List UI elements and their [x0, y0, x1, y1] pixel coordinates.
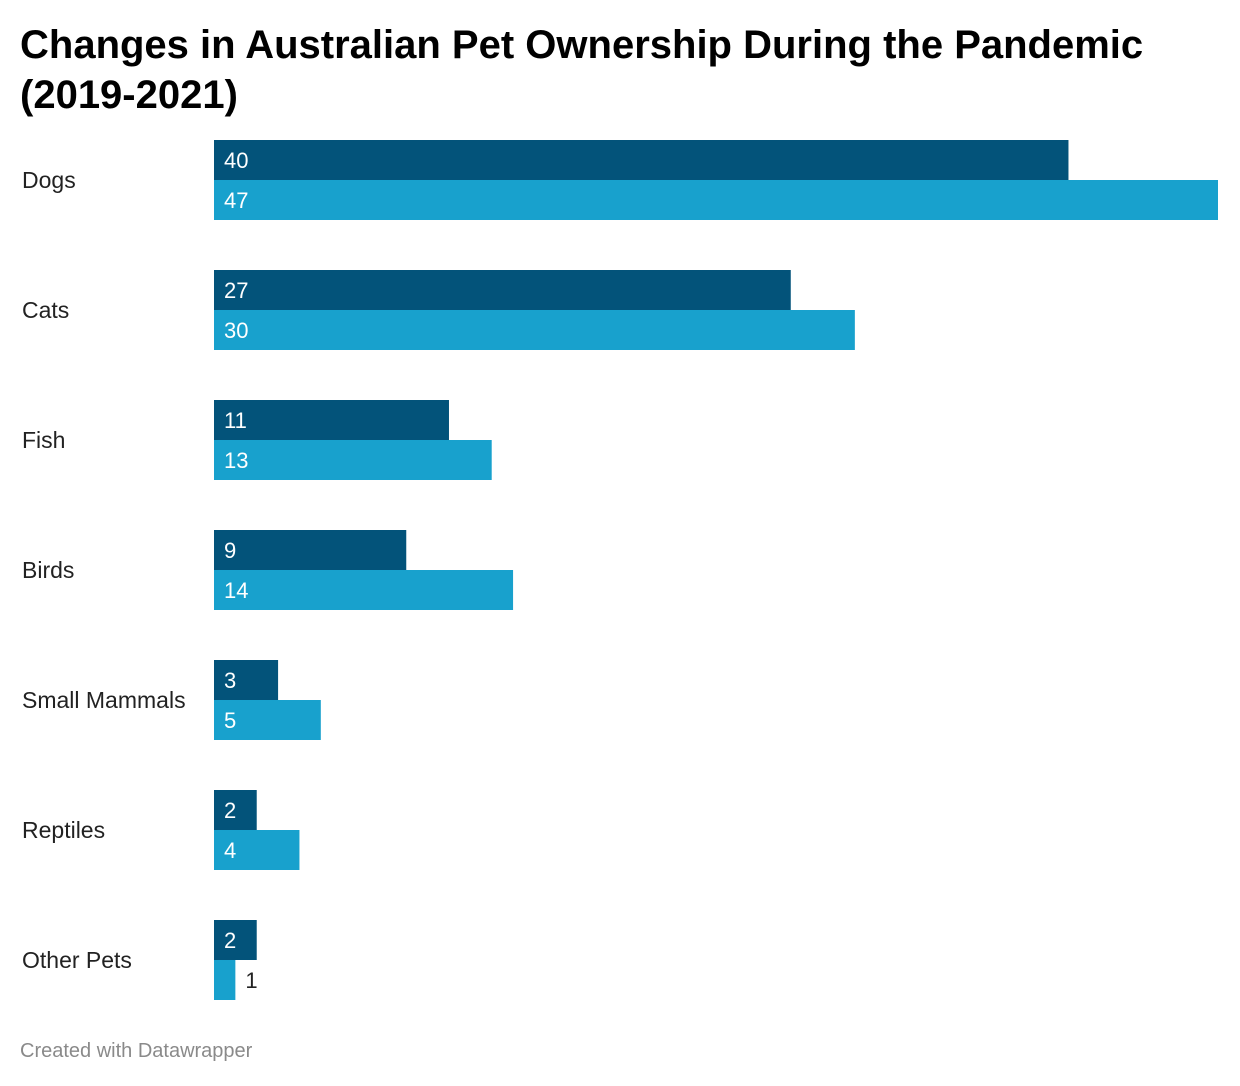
- bar: [214, 440, 492, 480]
- value-label: 13: [224, 448, 248, 473]
- bar: [214, 140, 1069, 180]
- bar: [214, 700, 321, 740]
- bar: [214, 920, 257, 960]
- category-label: Birds: [22, 557, 74, 583]
- category-label: Small Mammals: [22, 687, 186, 713]
- value-label: 14: [224, 578, 248, 603]
- category-label: Cats: [22, 297, 69, 323]
- bar: [214, 530, 407, 570]
- footer-credit: Created with Datawrapper: [20, 1040, 253, 1062]
- category-label: Fish: [22, 427, 65, 453]
- bar: [214, 570, 514, 610]
- bar: [214, 960, 236, 1000]
- bar: [214, 180, 1218, 220]
- category-label: Dogs: [22, 167, 76, 193]
- category-label: Other Pets: [22, 947, 132, 973]
- value-label: 27: [224, 278, 248, 303]
- bar: [214, 310, 855, 350]
- value-label: 2: [224, 928, 236, 953]
- value-label: 5: [224, 708, 236, 733]
- bar: [214, 830, 300, 870]
- value-label: 30: [224, 318, 248, 343]
- value-label: 47: [224, 188, 248, 213]
- value-label: 2: [224, 798, 236, 823]
- value-label: 11: [224, 408, 247, 433]
- bar: [214, 400, 449, 440]
- value-label: 40: [224, 148, 248, 173]
- value-label: 3: [224, 668, 236, 693]
- bar: [214, 660, 279, 700]
- value-label: 4: [224, 838, 236, 863]
- bar: [214, 270, 791, 310]
- category-label: Reptiles: [22, 817, 105, 843]
- value-label: 1: [245, 968, 257, 993]
- value-label: 9: [224, 538, 236, 563]
- bar: [214, 790, 257, 830]
- chart-title: Changes in Australian Pet Ownership Duri…: [20, 23, 1144, 117]
